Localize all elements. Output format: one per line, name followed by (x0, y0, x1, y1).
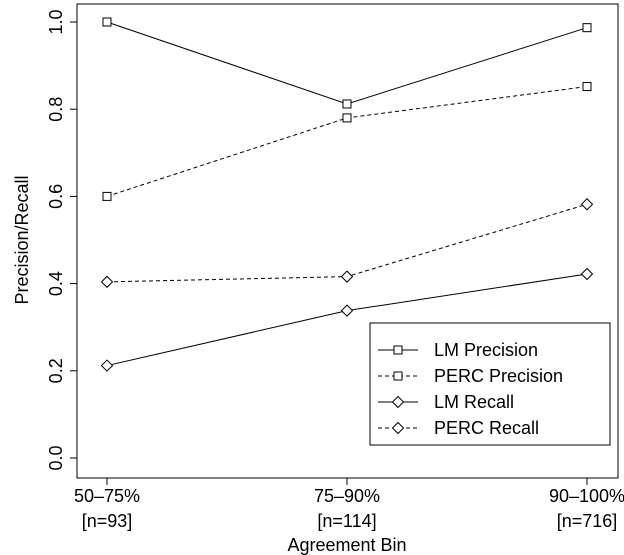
data-point-perc-recall (580, 198, 594, 211)
legend-label-perc-recall: PERC Recall (434, 418, 539, 438)
legend-marker-lm-recall (391, 395, 405, 409)
series-perc-precision (102, 82, 592, 201)
y-axis-label: Precision/Recall (12, 175, 32, 304)
x-tick-label-count: [n=716] (557, 511, 618, 531)
data-point-lm-precision (342, 99, 352, 109)
y-tick-label: 0.6 (46, 184, 66, 209)
x-tick-label-count: [n=114] (317, 511, 376, 531)
data-point-lm-recall (580, 267, 594, 281)
x-axis-label: Agreement Bin (287, 535, 406, 555)
data-point-perc-recall (340, 270, 354, 283)
legend: LM Precision PERC Precision LM Recall PERC … (369, 322, 611, 446)
data-point-lm-precision (582, 23, 592, 33)
legend-label-lm-precision: LM Precision (434, 340, 538, 360)
legend-marker-lm-precision (393, 345, 403, 355)
y-tick-label: 0.0 (46, 445, 66, 470)
series-line-perc-recall (106, 203, 588, 283)
x-tick-label-count: [n=93] (82, 511, 133, 531)
data-point-perc-precision (342, 113, 352, 123)
x-axis-ticks: 50–75% [n=93] 75–90% [n=114] 90–100% [n=716] (74, 478, 624, 531)
legend-label-perc-precision: PERC Precision (434, 366, 563, 386)
legend-marker-perc-precision (393, 371, 403, 381)
y-tick-label: 0.8 (46, 97, 66, 122)
y-tick-label: 0.4 (46, 271, 66, 296)
series-perc-recall (100, 198, 594, 289)
data-point-lm-precision (102, 17, 112, 27)
data-point-lm-recall (340, 304, 354, 317)
x-tick-label-range: 90–100% (549, 486, 624, 506)
data-point-perc-precision (102, 191, 112, 201)
series-layer (100, 17, 594, 372)
x-tick-label-range: 50–75% (74, 486, 140, 506)
x-tick-label-range: 75–90% (314, 486, 380, 506)
legend-marker-perc-recall (391, 421, 405, 435)
series-lm-precision (102, 17, 592, 109)
data-point-perc-precision (582, 82, 592, 92)
y-tick-label: 0.2 (46, 358, 66, 383)
data-point-lm-recall (100, 359, 114, 372)
series-lm-recall (100, 267, 594, 372)
y-axis-ticks: 0.0 0.2 0.4 0.6 0.8 1.0 (46, 9, 77, 471)
legend-label-lm-recall: LM Recall (434, 392, 514, 412)
series-line-lm-precision (106, 21, 588, 105)
legend-box (369, 322, 611, 446)
y-tick-label: 1.0 (46, 9, 66, 34)
data-point-perc-recall (100, 275, 114, 289)
